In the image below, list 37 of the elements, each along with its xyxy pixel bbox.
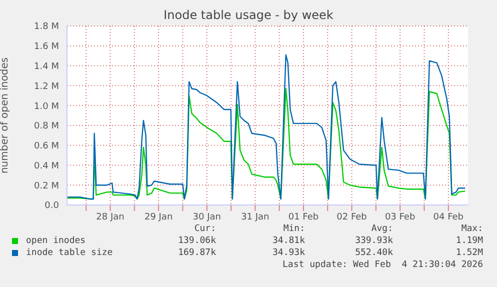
y-axis-title: number of open inodes — [0, 57, 11, 174]
y-tick-label: 0.4 M — [34, 161, 59, 172]
text: 139.06k — [178, 236, 216, 246]
x-tick-label: 04 Feb — [433, 212, 464, 222]
chart-title: Inode table usage - by week — [162, 8, 334, 22]
x-tick-label: 31 Jan — [241, 212, 270, 222]
text: 339.93k — [355, 236, 393, 246]
text: 34.81k — [272, 236, 305, 246]
x-tick-label: 29 Jan — [144, 212, 173, 222]
y-tick-label: 1.6 M — [34, 42, 59, 52]
y-tick-label: 1.4 M — [34, 62, 59, 72]
y-tick-label: 1.8 M — [34, 22, 59, 32]
x-tick-label: 02 Feb — [336, 212, 368, 222]
text: Min: — [283, 224, 305, 234]
y-tick-label: 0.8 M — [34, 122, 59, 132]
x-tick-label: 30 Jan — [192, 212, 221, 222]
line-series — [67, 54, 466, 200]
y-tick-label: 0.6 M — [34, 142, 59, 152]
text: 1.52M — [456, 248, 483, 258]
line-series — [67, 88, 466, 200]
y-tick-label: 0.2 M — [34, 181, 59, 192]
text: Last update: Wed Feb 4 21:30:04 2026 — [282, 260, 483, 270]
text: Cur: — [194, 224, 216, 234]
legend-label: inode table size — [26, 248, 113, 258]
y-tick-label: 1.0 M — [34, 102, 59, 112]
text: 34.93k — [272, 248, 305, 258]
text: 552.40k — [355, 248, 393, 258]
x-tick-label: 28 Jan — [96, 212, 124, 222]
y-tick-label: 0.0 — [44, 201, 60, 212]
x-tick-label: 01 Feb — [288, 212, 319, 222]
text: 169.87k — [178, 248, 216, 258]
text: Max: — [461, 224, 483, 234]
y-tick-label: 1.2 M — [34, 82, 59, 92]
text: 1.19M — [456, 236, 483, 246]
legend-label: open inodes — [26, 236, 86, 246]
text: Avg: — [371, 224, 393, 234]
x-tick-label: 03 Feb — [384, 212, 416, 222]
